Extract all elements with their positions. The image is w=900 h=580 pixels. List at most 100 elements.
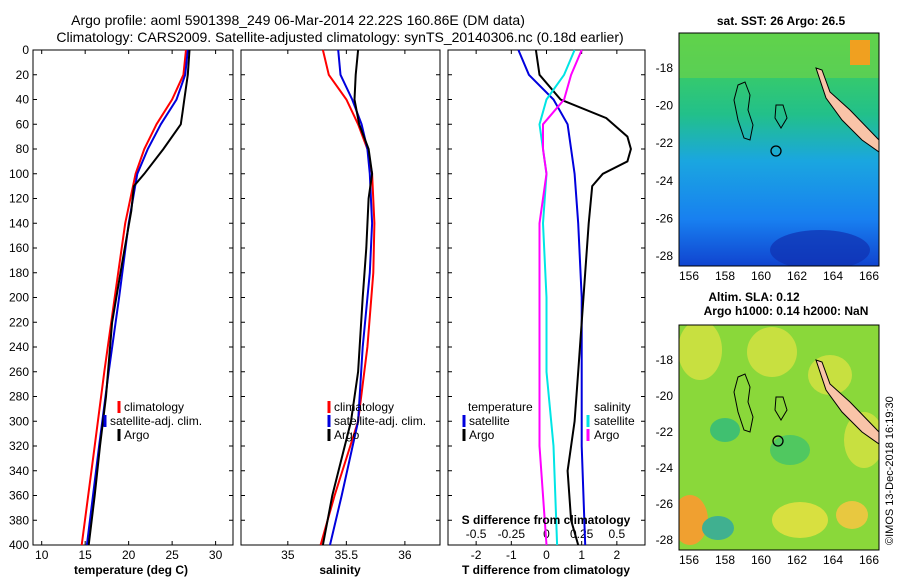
sla-blob xyxy=(836,501,868,529)
legend-label-argo: Argo xyxy=(334,428,360,442)
x-tick-label: 36 xyxy=(398,548,412,562)
y-tick-label: 260 xyxy=(9,365,29,379)
series-line-argo xyxy=(87,49,191,546)
x-tick-label: 35.5 xyxy=(335,548,359,562)
sst-map-frame xyxy=(678,32,880,267)
y-tick-label: 380 xyxy=(9,513,29,527)
map-y-tick-label: -28 xyxy=(656,249,674,263)
series-line-t-satellite xyxy=(517,49,587,546)
y-tick-label: 20 xyxy=(16,68,30,82)
sla-map-title2: Argo h1000: 0.14 h2000: NaN xyxy=(704,304,869,318)
sla-high-patch xyxy=(679,495,708,545)
x-tick-label: 10 xyxy=(35,548,49,562)
x-tick-label: 30 xyxy=(209,548,223,562)
legend-label-satellite: satellite-adj. clim. xyxy=(334,414,426,428)
y-tick-label: 100 xyxy=(9,167,29,181)
map-y-tick-label: -18 xyxy=(656,61,674,75)
top-tick-label: 0.5 xyxy=(609,527,626,541)
sla-blob xyxy=(679,325,722,380)
x-tick-label: -2 xyxy=(471,548,482,562)
series-line-climatology xyxy=(80,49,187,546)
map-y-tick-label: -26 xyxy=(656,497,674,511)
sla-blob xyxy=(710,418,740,442)
x-tick-label: 15 xyxy=(78,548,92,562)
series-line-satellite-adj-clim- xyxy=(329,49,374,546)
series-line-climatology xyxy=(319,49,376,546)
legend-label-s-argo: Argo xyxy=(594,428,620,442)
difference-xlabel: T difference from climatology xyxy=(462,563,630,577)
legend-label-climatology: climatology xyxy=(124,400,184,414)
sst-warm-band xyxy=(679,33,879,78)
x-tick-label: 0 xyxy=(543,548,550,562)
map-x-tick-label: 166 xyxy=(859,269,879,283)
sla-map-title1: Altim. SLA: 0.12 xyxy=(708,290,800,304)
y-tick-label: 220 xyxy=(9,315,29,329)
series-layer xyxy=(80,49,632,546)
map-y-tick-label: -22 xyxy=(656,136,674,150)
legend-label-t-argo: Argo xyxy=(469,428,495,442)
imos-stamp: ©IMOS 13-Dec-2018 16:19:30 xyxy=(884,396,896,545)
legend-label-temperature: temperature xyxy=(468,400,533,414)
salinity-legend: climatology satellite-adj. clim. Argo xyxy=(327,400,426,442)
y-tick-label: 240 xyxy=(9,340,29,354)
sst-map: sat. SST: 26 Argo: 26.5 xyxy=(678,14,880,267)
y-tick-label: 320 xyxy=(9,439,29,453)
map-x-tick-label: 156 xyxy=(679,553,699,567)
y-tick-label: 300 xyxy=(9,414,29,428)
series-line-argo xyxy=(321,49,374,546)
header-line2: Climatology: CARS2009. Satellite-adjuste… xyxy=(56,29,623,45)
ticks-layer: 0204060801001201401601802002202402602803… xyxy=(9,43,879,567)
legend-label-s-satellite: satellite xyxy=(594,414,635,428)
coast-outline-west xyxy=(733,81,754,141)
map-y-tick-label: -20 xyxy=(656,389,674,403)
legend-label-argo: Argo xyxy=(124,428,150,442)
series-line-t-argo xyxy=(534,49,632,546)
map-y-tick-label: -28 xyxy=(656,533,674,547)
x-tick-label: 20 xyxy=(122,548,136,562)
y-tick-label: 340 xyxy=(9,464,29,478)
map-y-tick-label: -20 xyxy=(656,99,674,113)
y-tick-label: 0 xyxy=(22,43,29,57)
y-tick-label: 180 xyxy=(9,266,29,280)
top-tick-label: -0.25 xyxy=(498,527,526,541)
y-tick-label: 360 xyxy=(9,489,29,503)
map-x-tick-label: 164 xyxy=(823,553,843,567)
map-y-tick-label: -22 xyxy=(656,425,674,439)
sst-warm-patch xyxy=(850,40,870,65)
y-tick-label: 200 xyxy=(9,291,29,305)
series-line-satellite-adj-clim- xyxy=(85,49,189,546)
map-y-tick-label: -18 xyxy=(656,353,674,367)
legend-label-t-satellite: satellite xyxy=(469,414,510,428)
header-line1: Argo profile: aoml 5901398_249 06-Mar-20… xyxy=(71,12,525,28)
y-tick-label: 120 xyxy=(9,192,29,206)
argo-position-marker xyxy=(772,435,784,447)
sla-map: Altim. SLA: 0.12 Argo h1000: 0.14 h2000:… xyxy=(678,290,880,551)
series-line-s-satellite xyxy=(538,49,576,546)
coast-outline-islands xyxy=(774,396,788,421)
y-tick-label: 400 xyxy=(9,538,29,552)
sst-map-title: sat. SST: 26 Argo: 26.5 xyxy=(717,14,846,28)
sla-blob xyxy=(747,327,797,377)
x-tick-label: 2 xyxy=(614,548,621,562)
map-x-tick-label: 164 xyxy=(823,269,843,283)
coast-new-caledonia xyxy=(815,67,879,153)
y-tick-label: 280 xyxy=(9,390,29,404)
map-y-tick-label: -24 xyxy=(656,461,674,475)
x-tick-label: -1 xyxy=(506,548,517,562)
map-x-tick-label: 160 xyxy=(751,269,771,283)
coast-new-caledonia xyxy=(815,359,879,445)
map-y-tick-label: -26 xyxy=(656,211,674,225)
temperature-legend: climatology satellite-adj. clim. Argo xyxy=(103,400,202,442)
x-tick-label: 1 xyxy=(578,548,585,562)
difference-top-label: S difference from climatology xyxy=(462,513,631,527)
salinity-xlabel: salinity xyxy=(319,563,361,577)
temperature-xlabel: temperature (deg C) xyxy=(74,563,188,577)
y-tick-label: 160 xyxy=(9,241,29,255)
sla-map-frame xyxy=(678,324,880,551)
argo-position-marker xyxy=(770,145,782,157)
map-x-tick-label: 166 xyxy=(859,553,879,567)
legend-label-satellite: satellite-adj. clim. xyxy=(110,414,202,428)
sla-blob xyxy=(772,502,828,538)
map-y-tick-label: -24 xyxy=(656,174,674,188)
